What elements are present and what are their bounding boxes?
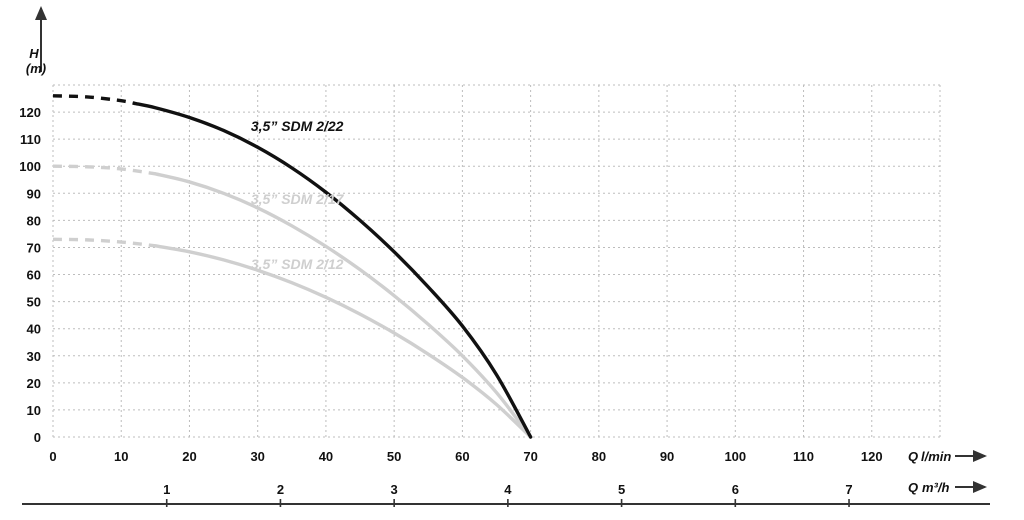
y-axis-tick-label: 70 bbox=[27, 240, 41, 255]
y-axis-tick-label: 40 bbox=[27, 322, 41, 337]
y-axis-tick-label: 30 bbox=[27, 349, 41, 364]
x-axis-primary-tick-label: 100 bbox=[724, 449, 746, 464]
x-axis-primary-tick-label: 110 bbox=[793, 449, 814, 464]
x-axis-primary-tick-label: 80 bbox=[592, 449, 606, 464]
x-axis-secondary-tick-label: 3 bbox=[391, 482, 398, 497]
x-axis-primary-tick-label: 70 bbox=[523, 449, 537, 464]
x-axis-primary-tick-label: 90 bbox=[660, 449, 674, 464]
y-axis-tick-label: 0 bbox=[34, 430, 41, 445]
y-axis-tick-label: 100 bbox=[19, 159, 41, 174]
x-axis-primary-tick-label: 60 bbox=[455, 449, 469, 464]
curve-label-1: 3,5” SDM 2/22 bbox=[251, 118, 344, 134]
curve-dashed-segment bbox=[52, 237, 156, 248]
y-axis-tick-label: 110 bbox=[20, 132, 41, 147]
y-axis-tick-label: 120 bbox=[19, 105, 41, 120]
x-axis-primary-tick-label: 20 bbox=[182, 449, 196, 464]
y-axis-tick-label: 80 bbox=[27, 213, 41, 228]
grid-lines bbox=[52, 84, 941, 438]
x-axis-primary-tick-label: 30 bbox=[250, 449, 264, 464]
y-axis-unit: (m) bbox=[26, 61, 46, 76]
curve-solid-segment bbox=[153, 244, 533, 439]
x-axis-secondary-tick-label: 4 bbox=[504, 482, 512, 497]
x-axis-secondary-tick-label: 1 bbox=[163, 482, 170, 497]
curve-lines bbox=[52, 94, 533, 439]
x-axis-primary-tick-labels: 0 10 20 30 40 50 60 70 80 90 100 110 120 bbox=[49, 449, 882, 464]
curve-solid-segment bbox=[153, 172, 533, 439]
x-axis-secondary-tick-labels: 1 2 3 4 5 6 7 bbox=[163, 482, 853, 507]
x-axis-primary-tick-label: 10 bbox=[114, 449, 128, 464]
curve-label-2: 3,5” SDM 2/17 bbox=[251, 191, 345, 207]
x-axis-primary-symbol: Q bbox=[908, 449, 918, 464]
curve-series-labels: 3,5” SDM 2/22 3,5” SDM 2/17 3,5” SDM 2/12 bbox=[251, 118, 345, 272]
x-axis-primary-tick-label: 120 bbox=[861, 449, 883, 464]
x-axis-primary-tick-label: 50 bbox=[387, 449, 401, 464]
x-axis-secondary-tick-label: 5 bbox=[618, 482, 625, 497]
y-axis-tick-label: 20 bbox=[27, 376, 41, 391]
x-axis-secondary-tick-label: 2 bbox=[277, 482, 284, 497]
y-axis-tick-label: 10 bbox=[27, 403, 41, 418]
x-axis-primary-tick-label: 40 bbox=[319, 449, 333, 464]
x-axis-secondary-unit: m³/h bbox=[922, 480, 950, 495]
curve-dashed-segment bbox=[52, 164, 156, 176]
curve-label-3: 3,5” SDM 2/12 bbox=[251, 256, 344, 272]
x-axis-secondary-tick-label: 6 bbox=[732, 482, 739, 497]
x-axis-primary-tick-label: 0 bbox=[49, 449, 56, 464]
x-axis-secondary-symbol: Q bbox=[908, 480, 918, 495]
curve-dashed-segment bbox=[52, 94, 136, 106]
y-axis-tick-label: 90 bbox=[27, 186, 41, 201]
y-axis-tick-labels: 0 10 20 30 40 50 60 70 80 90 100 110 120 bbox=[19, 105, 41, 445]
y-axis-tick-label: 50 bbox=[27, 295, 41, 310]
x-axis-primary-unit: l/min bbox=[921, 449, 951, 464]
y-axis-symbol: H bbox=[29, 46, 39, 61]
x-axis-secondary-tick-label: 7 bbox=[845, 482, 852, 497]
curve-solid-segment bbox=[133, 101, 533, 439]
y-axis-tick-label: 60 bbox=[27, 268, 41, 283]
